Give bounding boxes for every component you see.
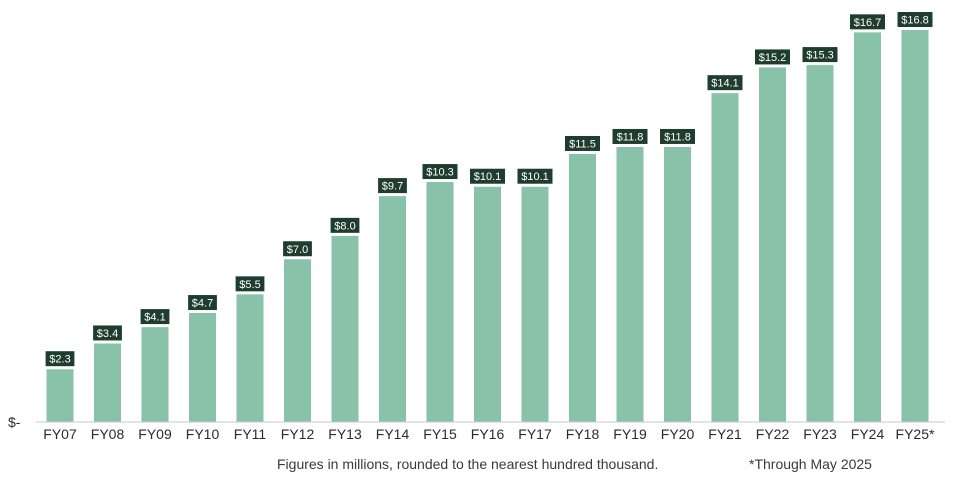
bar-fy16 bbox=[474, 185, 501, 422]
data-label-box bbox=[422, 164, 458, 180]
x-tick-label: FY11 bbox=[234, 426, 267, 442]
data-label: $4.1 bbox=[144, 312, 165, 324]
data-label-box bbox=[802, 47, 838, 63]
x-tick-label: FY14 bbox=[376, 426, 410, 442]
x-tick-label: FY07 bbox=[43, 426, 77, 442]
x-tick-label: FY23 bbox=[803, 426, 837, 442]
bar-fy17 bbox=[521, 185, 549, 422]
data-label-box bbox=[660, 128, 695, 144]
data-label: $11.8 bbox=[617, 131, 644, 143]
data-label-box bbox=[850, 14, 885, 30]
x-tick-label: FY15 bbox=[423, 426, 457, 442]
bar-fy20 bbox=[664, 145, 691, 422]
data-label: $8.0 bbox=[334, 220, 355, 232]
bar-fy11 bbox=[236, 293, 264, 422]
bar-fy22 bbox=[759, 66, 786, 423]
data-label: $15.2 bbox=[759, 52, 787, 64]
bar-fy25 bbox=[901, 29, 929, 422]
data-label-box bbox=[140, 309, 170, 325]
x-tick-label: FY24 bbox=[851, 426, 885, 442]
bar-fy18 bbox=[569, 152, 596, 423]
bar-fy15 bbox=[426, 181, 454, 422]
x-tick-label: FY18 bbox=[566, 426, 600, 442]
x-tick-label: FY10 bbox=[186, 426, 220, 442]
data-label: $10.1 bbox=[521, 171, 549, 183]
bar-fy07 bbox=[46, 368, 74, 422]
data-label-box bbox=[235, 276, 265, 292]
data-label: $16.8 bbox=[901, 15, 929, 27]
data-label-box bbox=[188, 295, 217, 311]
data-label: $7.0 bbox=[287, 244, 308, 256]
bar-fy12 bbox=[284, 258, 311, 422]
data-label-box bbox=[378, 178, 407, 194]
data-label-box bbox=[45, 351, 75, 367]
x-tick-label: FY09 bbox=[138, 426, 172, 442]
data-label: $15.3 bbox=[806, 50, 834, 62]
data-label-box bbox=[330, 217, 360, 233]
bar-fy23 bbox=[806, 64, 834, 422]
x-tick-label: FY13 bbox=[328, 426, 362, 442]
bar-fy19 bbox=[616, 145, 644, 422]
data-label: $9.7 bbox=[382, 181, 403, 193]
data-label-box bbox=[470, 168, 505, 184]
x-tick-labels-layer: FY07 FY08 FY09 FY10 FY11 FY12 FY13 FY14 FY15 FY16… bbox=[43, 426, 935, 442]
bar-fy10 bbox=[189, 312, 216, 422]
y-axis-zero-label: $- bbox=[8, 414, 21, 430]
x-tick-label: FY22 bbox=[756, 426, 790, 442]
data-label-box bbox=[612, 128, 648, 144]
data-label: $14.1 bbox=[711, 78, 739, 90]
data-label-box bbox=[517, 168, 553, 184]
bar-fy21 bbox=[711, 92, 739, 422]
x-tick-label: FY19 bbox=[613, 426, 647, 442]
x-tick-label: FY21 bbox=[708, 426, 742, 442]
bar-fy14 bbox=[379, 195, 406, 422]
x-tick-label: FY17 bbox=[518, 426, 552, 442]
data-label-box bbox=[707, 75, 743, 91]
through-footnote: *Through May 2025 bbox=[749, 456, 872, 472]
data-label-box bbox=[897, 12, 933, 27]
x-tick-label: FY16 bbox=[471, 426, 505, 442]
x-tick-label: FY20 bbox=[661, 426, 695, 442]
data-label: $10.3 bbox=[426, 167, 454, 179]
data-label: $16.7 bbox=[854, 17, 882, 29]
data-label: $10.1 bbox=[474, 171, 502, 183]
x-tick-label: FY08 bbox=[91, 426, 125, 442]
bar-fy08 bbox=[94, 342, 121, 422]
data-label-box bbox=[93, 325, 122, 341]
data-label: $3.4 bbox=[97, 328, 118, 340]
data-label: $4.7 bbox=[192, 298, 213, 310]
x-tick-label: FY12 bbox=[281, 426, 315, 442]
data-label: $11.8 bbox=[664, 131, 691, 143]
data-label: $5.5 bbox=[239, 279, 260, 291]
x-tick-label: FY25* bbox=[896, 426, 935, 442]
data-label-box bbox=[283, 241, 312, 257]
data-label-box bbox=[565, 135, 600, 151]
bars-layer bbox=[46, 28, 929, 423]
figures-footnote: Figures in millions, rounded to the near… bbox=[277, 456, 658, 472]
bar-fy13 bbox=[331, 234, 359, 422]
data-label-box bbox=[755, 49, 790, 65]
data-label: $11.5 bbox=[569, 138, 596, 150]
bar-fy24 bbox=[854, 31, 881, 423]
data-label: $2.3 bbox=[49, 354, 70, 366]
bar-fy09 bbox=[141, 326, 169, 422]
data-labels-layer: $2.3 $3.4 $4.1 $4.7 $5.5 $7.0 $8.0 $9.7 $10.3 $10… bbox=[45, 12, 933, 367]
